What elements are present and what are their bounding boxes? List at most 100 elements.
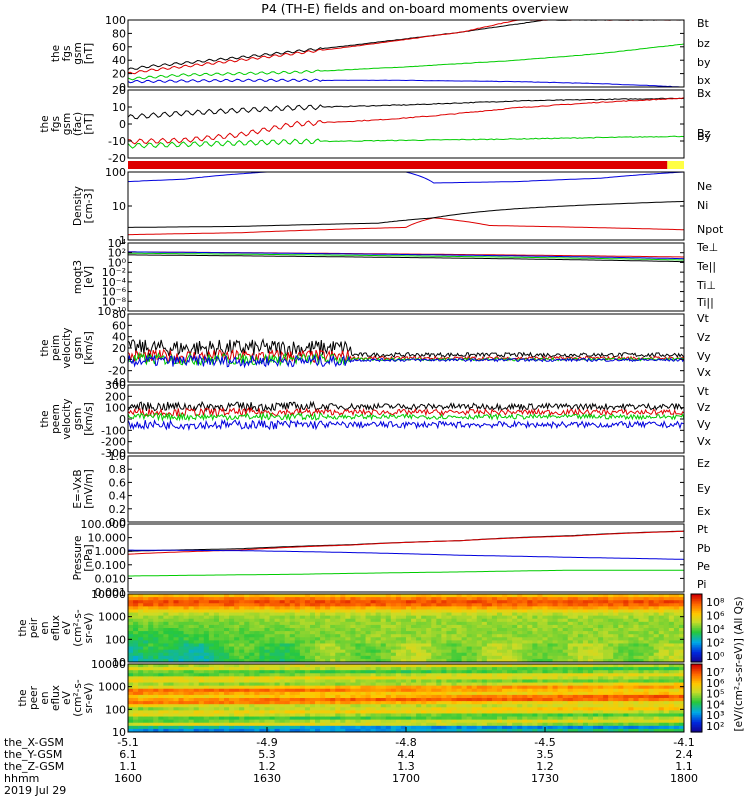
ytick-density-2: 1	[119, 234, 126, 247]
ylabel-peem_velocity-1: peem	[50, 404, 62, 434]
ylabel-fgs_mag-0: the	[50, 45, 62, 62]
ytick-peim_velocity-3: 20	[112, 342, 126, 355]
ytick-efield-5: 0.0	[109, 516, 127, 529]
xaxis-col-0-row-1: 6.1	[119, 748, 137, 761]
xaxis-col-2-row-2: 1.3	[397, 760, 415, 773]
ylabel-density-0: Density	[72, 186, 84, 226]
colorbar-bottom-tick-1: 10⁶	[706, 677, 725, 690]
ytick-fgs_fac-0: 20	[112, 84, 126, 97]
ytick-pressure-4: 0.010	[95, 572, 127, 585]
ylabel-fgs_fac-0: the	[39, 115, 51, 132]
ytick-peer_spec-3: 10	[112, 726, 126, 739]
ytick-peim_velocity-1: 60	[112, 319, 126, 332]
series-fgs_mag-by	[128, 43, 684, 81]
series-temps-Ti||	[128, 252, 684, 261]
ylabel-peir_spec-1: peir	[28, 617, 40, 638]
legend-temps-3: Ti||	[696, 296, 714, 309]
ytick-peem_velocity-3: 0	[119, 413, 126, 426]
ylabel-temps-0: moqt3	[72, 260, 84, 294]
legend-fgs_mag-2: by	[697, 56, 711, 69]
legend-fgs_fac-1: Bz	[697, 127, 711, 140]
ytick-temps-1: 10²	[108, 247, 126, 260]
legend-temps-2: Ti⊥	[696, 279, 716, 292]
ylabel-peim_velocity-4: [km/s]	[83, 331, 95, 365]
colorbar-top-tick-2: 10⁴	[706, 623, 725, 636]
ytick-peem_velocity-6: -300	[101, 447, 126, 460]
ytick-fgs_mag-5: 0	[119, 81, 126, 94]
series-fgs_fac-Bx	[128, 97, 684, 120]
ytick-peem_velocity-1: 200	[105, 390, 126, 403]
panel-density: Density [cm-3] 100 10 1 Ne Ni Npot	[72, 166, 724, 247]
colorbar-bottom-tick-0: 10⁷	[706, 666, 724, 679]
legend-efield-1: Ey	[697, 482, 711, 495]
ytick-peim_velocity-4: 0	[119, 353, 126, 366]
ytick-fgs_fac-4: -20	[108, 152, 126, 165]
ytick-peem_velocity-2: 100	[105, 402, 126, 415]
ylabel-peer_spec-6: sr-eV)	[83, 683, 95, 714]
xaxis-row-label-1: the_Y-GSM	[4, 748, 62, 761]
legend-efield-0: Ez	[697, 457, 710, 470]
ytick-efield-1: 0.8	[109, 463, 127, 476]
ylabel-peer_spec-3: eflux	[50, 685, 62, 711]
panel-peer_spec: the peer en eflux eV (cm²-s-sr-eV) 10000 1000 10…	[17, 658, 685, 739]
series-peem_velocity-Vy	[128, 411, 684, 422]
legend-density-2: Npot	[697, 223, 724, 236]
legend-fgs_fac-2: By	[697, 130, 712, 143]
panel-mode_bar	[128, 161, 684, 169]
xaxis-col-1-row-0: -4.9	[256, 736, 277, 749]
legend-fgs_mag-1: bz	[697, 37, 710, 50]
ylabel-peem_velocity-3: gsm	[72, 408, 84, 430]
colorbar-bottom-tick-4: 10³	[706, 709, 724, 722]
colorbar-top-tick-4: 10⁰	[706, 650, 725, 663]
panel-peir_spec: the peir en eflux eV (cm²-s-sr-eV) 10000 1000 10…	[17, 588, 685, 669]
ylabel-peir_spec-3: eflux	[50, 615, 62, 641]
colorbar-top-tick-1: 10⁶	[706, 610, 725, 623]
colorbar-top-tick-0: 10⁸	[706, 596, 725, 609]
ytick-peem_velocity-4: -100	[101, 424, 126, 437]
series-fgs_mag-bx	[128, 78, 684, 87]
legend-fgs_fac-0: Bx	[697, 87, 712, 100]
series-peim_velocity-Vx	[128, 353, 684, 369]
xaxis-col-1-row-2: 1.2	[258, 760, 276, 773]
series-peem_velocity-Vt	[128, 400, 684, 413]
ytick-fgs_mag-4: 20	[112, 68, 126, 81]
ylabel-peim_velocity-3: gsm	[72, 337, 84, 359]
legend-peem_velocity-2: Vy	[697, 418, 711, 431]
xaxis-col-2-row-1: 4.4	[397, 748, 415, 761]
series-fgs_fac-By	[128, 135, 684, 149]
ytick-efield-3: 0.4	[109, 490, 127, 503]
ytick-fgs_fac-2: 0	[119, 118, 126, 131]
ylabel-temps-1: [eV]	[83, 266, 95, 288]
ylabel-peir_spec-6: sr-eV)	[83, 613, 95, 644]
ylabel-density-1: [cm-3]	[83, 189, 95, 224]
ylabel-peem_velocity-2: velocity	[61, 398, 73, 439]
xaxis-col-3-row-3: 1730	[531, 772, 559, 785]
mode-bar-segment-0	[128, 161, 668, 169]
xaxis-col-4-row-3: 1800	[670, 772, 698, 785]
xaxis-col-0-row-0: -5.1	[117, 736, 138, 749]
ytick-temps-7: 10⁻¹⁰	[97, 305, 126, 318]
xaxis-col-3-row-2: 1.2	[536, 760, 554, 773]
ylabel-peim_velocity-1: peim	[50, 335, 62, 361]
ylabel-fgs_fac-2: gsm	[61, 113, 73, 135]
ytick-peer_spec-0: 10000	[91, 658, 126, 671]
xaxis-row-label-3: hhmm	[4, 772, 39, 785]
ytick-efield-2: 0.6	[109, 476, 127, 489]
ytick-peer_spec-1: 1000	[98, 681, 126, 694]
series-fgs_mag-Bt	[128, 20, 684, 71]
ytick-peir_spec-3: 10	[112, 656, 126, 669]
series-peem_velocity-Vz	[128, 406, 684, 418]
ylabel-peer_spec-5: (cm²-s-	[72, 679, 84, 717]
xaxis-col-3-row-0: -4.5	[534, 736, 555, 749]
series-pressure-Pi	[128, 549, 684, 560]
ylabel-peir_spec-0: the	[17, 619, 29, 636]
xaxis-col-3-row-1: 3.5	[536, 748, 554, 761]
ytick-density-0: 100	[105, 166, 126, 179]
ytick-efield-4: 0.2	[109, 503, 127, 516]
legend-temps-0: Te⊥	[696, 241, 718, 254]
ytick-pressure-0: 100.000	[81, 518, 127, 531]
legend-peem_velocity-0: Vt	[697, 385, 710, 398]
